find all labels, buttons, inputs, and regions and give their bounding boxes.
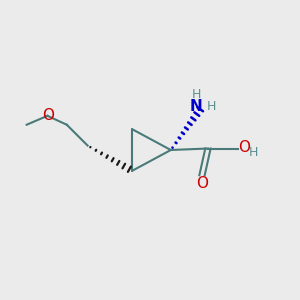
Text: H: H — [191, 88, 201, 101]
Text: O: O — [42, 108, 54, 123]
Text: O: O — [196, 176, 208, 191]
Text: H: H — [249, 146, 258, 160]
Text: H: H — [207, 100, 216, 113]
Text: N: N — [190, 99, 202, 114]
Text: O: O — [238, 140, 250, 155]
